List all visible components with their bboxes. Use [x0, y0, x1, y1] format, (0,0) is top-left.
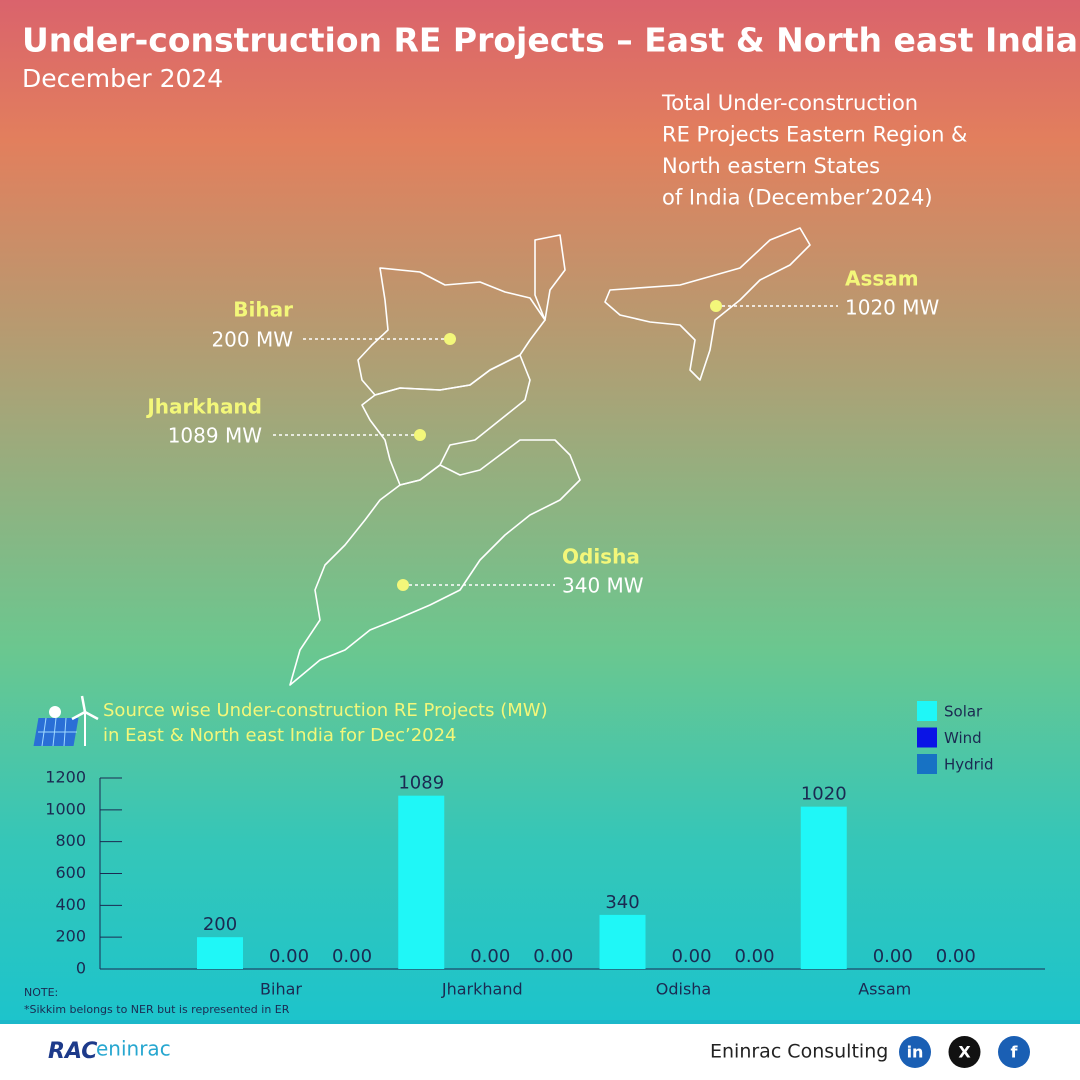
y-tick-label: 600: [55, 863, 86, 882]
x-tick-label: Jharkhand: [441, 980, 523, 999]
state-value: 200 MW: [211, 328, 293, 352]
y-tick-label: 200: [55, 927, 86, 946]
description-line: Total Under-construction: [661, 91, 918, 115]
social-icon[interactable]: [899, 1036, 931, 1068]
y-tick-label: 800: [55, 831, 86, 850]
map-callouts: Bihar 200 MW Jharkhand 1089 MW Odisha 340 MW A…: [145, 267, 939, 598]
bar: [800, 806, 847, 969]
bar: [197, 937, 243, 969]
legend-swatch: [917, 727, 937, 748]
legend-swatch: [917, 701, 937, 721]
note-line: *Sikkim belongs to NER but is represente…: [24, 1003, 290, 1016]
value-label: 0.00: [470, 946, 510, 967]
value-label: 0.00: [734, 946, 774, 967]
footer-rule: [0, 1020, 1080, 1024]
social-glyph[interactable]: X: [958, 1043, 971, 1062]
logo-mark: RAC: [48, 1039, 97, 1064]
state-dot: [444, 333, 456, 345]
bar-chart: Source wise Under-construction RE Projec…: [45, 700, 1045, 999]
x-tick-label: Odisha: [656, 980, 711, 999]
state-dot: [710, 300, 722, 312]
state-dot: [397, 579, 409, 591]
y-tick-label: 0: [76, 959, 86, 978]
value-label: 0.00: [269, 946, 309, 967]
company-name: Eninrac Consulting: [710, 1041, 888, 1063]
social-icon[interactable]: [948, 1036, 981, 1068]
state-value: 1089 MW: [168, 424, 263, 448]
social-glyph[interactable]: f: [1011, 1043, 1019, 1062]
value-label: 0.00: [332, 946, 372, 967]
note: NOTE: *Sikkim belongs to NER but is repre…: [24, 986, 290, 1016]
description-line: of India (December’2024): [662, 186, 933, 210]
note-line: NOTE:: [24, 986, 58, 999]
map-description: Total Under-construction RE Projects East…: [661, 91, 967, 210]
value-label: 0.00: [533, 946, 573, 967]
value-label: 0.00: [873, 946, 913, 967]
state-name: Odisha: [562, 545, 640, 569]
description-line: North eastern States: [662, 154, 880, 178]
value-label: 340: [605, 892, 639, 913]
social-icon[interactable]: [998, 1036, 1030, 1068]
map-outline: [289, 227, 811, 686]
chart-title: in East & North east India for Dec’2024: [103, 725, 457, 746]
page-title: Under-construction RE Projects – East & …: [22, 21, 1078, 60]
legend-swatch: [917, 754, 937, 774]
bar: [398, 795, 445, 969]
value-label: 200: [203, 914, 237, 935]
y-tick-label: 1000: [45, 799, 86, 818]
state-dot: [414, 429, 426, 441]
legend-label: Solar: [944, 703, 983, 721]
legend-label: Hydrid: [944, 756, 994, 774]
page-subtitle: December 2024: [22, 64, 223, 93]
chart-icon: [33, 695, 99, 747]
bar: [599, 914, 646, 969]
value-label: 1089: [398, 773, 444, 794]
state-value: 340 MW: [562, 574, 644, 598]
x-tick-label: Assam: [858, 980, 911, 999]
description-line: RE Projects Eastern Region &: [662, 123, 967, 147]
y-tick-label: 1200: [45, 768, 86, 787]
social-glyph[interactable]: in: [907, 1043, 924, 1062]
x-tick-label: Bihar: [260, 980, 302, 999]
value-label: 0.00: [936, 946, 976, 967]
y-tick-label: 400: [55, 895, 86, 914]
logo-text: eninrac: [96, 1037, 171, 1061]
chart-title: Source wise Under-construction RE Projec…: [103, 700, 548, 721]
state-value: 1020 MW: [845, 296, 940, 320]
state-name: Jharkhand: [145, 395, 262, 419]
value-label: 1020: [801, 784, 847, 805]
state-name: Bihar: [233, 298, 293, 322]
value-label: 0.00: [671, 946, 711, 967]
state-name: Assam: [845, 267, 919, 291]
legend-label: Wind: [944, 729, 982, 747]
